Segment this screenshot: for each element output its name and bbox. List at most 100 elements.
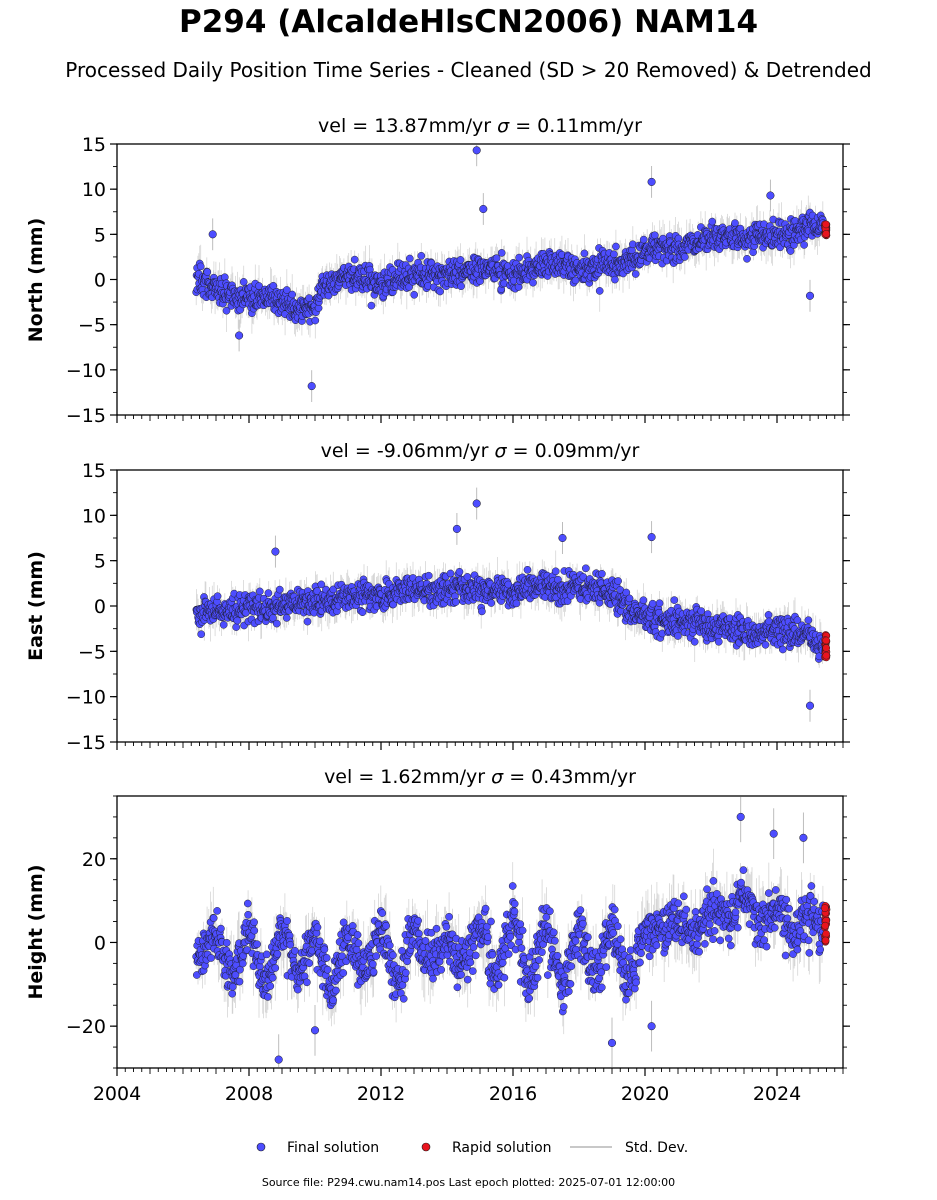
final-solution-point bbox=[472, 146, 481, 155]
final-solution-point bbox=[708, 217, 717, 226]
final-solution-point bbox=[655, 599, 664, 608]
final-solution-point bbox=[417, 251, 426, 260]
east-panel: 15 10 5 0 −5 −10 −15 vel = -9.06mm/yr σ = 0.09… bbox=[25, 440, 850, 754]
final-solution-point bbox=[235, 331, 244, 340]
final-solution-point bbox=[424, 571, 433, 580]
final-solution-point bbox=[674, 632, 682, 640]
figure-subtitle: Processed Daily Position Time Series - C… bbox=[0, 58, 937, 82]
final-solution-point bbox=[282, 614, 291, 622]
final-solution-point bbox=[405, 254, 414, 263]
north-data-layer bbox=[192, 145, 831, 402]
final-solution-point bbox=[282, 286, 291, 294]
y-tick-label: 15 bbox=[82, 134, 106, 156]
final-solution-point bbox=[612, 242, 620, 251]
y-tick-label: −5 bbox=[78, 641, 106, 663]
final-solution-point bbox=[446, 569, 455, 578]
final-solution-point bbox=[581, 564, 590, 573]
final-solution-point bbox=[697, 607, 706, 615]
final-solution-point bbox=[272, 619, 281, 628]
y-tick-label: 15 bbox=[82, 460, 106, 482]
final-solution-point bbox=[307, 382, 316, 391]
north-y-axis-label: North (mm) bbox=[25, 218, 47, 343]
final-solution-point bbox=[647, 177, 656, 186]
final-solution-point bbox=[598, 569, 606, 578]
final-solution-point bbox=[452, 524, 461, 533]
final-solution-point bbox=[639, 596, 648, 605]
east-y-axis-label: East (mm) bbox=[25, 551, 47, 661]
final-solution-point bbox=[487, 599, 496, 607]
final-solution-point bbox=[350, 255, 359, 264]
final-solution-point bbox=[647, 533, 656, 542]
final-solution-point bbox=[410, 290, 419, 299]
final-solution-point bbox=[455, 567, 464, 576]
final-solution-point bbox=[523, 565, 532, 574]
final-solution-point bbox=[515, 253, 523, 262]
rapid-solution-points bbox=[821, 220, 831, 240]
final-solution-point bbox=[595, 287, 604, 295]
final-solution-point bbox=[213, 592, 222, 601]
final-solution-point bbox=[614, 577, 622, 585]
rapid-solution-point bbox=[822, 651, 831, 660]
final-solution-point bbox=[512, 599, 521, 608]
final-solution-point bbox=[222, 306, 231, 315]
final-solution-point bbox=[610, 250, 618, 259]
final-solution-point bbox=[436, 287, 444, 296]
final-solution-point bbox=[275, 585, 284, 594]
final-solution-point bbox=[196, 262, 205, 271]
final-solution-point bbox=[479, 204, 488, 214]
final-solution-point bbox=[670, 596, 679, 604]
final-solution-point bbox=[766, 191, 775, 200]
y-tick-label: 0 bbox=[94, 596, 106, 618]
final-solution-point bbox=[764, 611, 773, 619]
y-tick-label: 10 bbox=[82, 179, 106, 201]
final-solution-point bbox=[303, 617, 312, 626]
east-data-layer bbox=[192, 487, 831, 722]
final-solution-point bbox=[478, 607, 486, 616]
final-solution-point bbox=[529, 278, 537, 287]
final-solution-point bbox=[451, 598, 460, 606]
y-tick-label: 5 bbox=[94, 224, 106, 246]
final-solution-point bbox=[233, 616, 242, 625]
final-solution-point bbox=[264, 589, 273, 597]
final-solution-point bbox=[580, 249, 589, 258]
final-solution-point bbox=[305, 294, 313, 302]
final-solution-point bbox=[648, 599, 657, 608]
east-panel-title: vel = -9.06mm/yr σ = 0.09mm/yr bbox=[321, 440, 640, 462]
final-solution-point bbox=[203, 268, 212, 276]
y-tick-label: 10 bbox=[82, 505, 106, 527]
final-solution-points bbox=[192, 146, 827, 391]
final-solution-point bbox=[497, 249, 506, 257]
final-solution-point bbox=[197, 630, 206, 639]
rapid-solution-point bbox=[822, 636, 831, 645]
final-solution-point bbox=[778, 645, 787, 654]
final-solution-point bbox=[805, 701, 815, 710]
final-solution-point bbox=[761, 640, 770, 649]
final-solution-point bbox=[631, 270, 640, 278]
final-solution-point bbox=[456, 256, 465, 264]
final-solution-point bbox=[551, 567, 560, 576]
final-solution-point bbox=[714, 637, 723, 646]
final-solution-point bbox=[731, 219, 739, 227]
final-solution-point bbox=[492, 254, 501, 263]
final-solution-point bbox=[269, 281, 278, 290]
final-solution-point bbox=[239, 278, 248, 286]
final-solution-point bbox=[232, 623, 241, 631]
final-solution-point bbox=[800, 241, 808, 249]
final-solution-point bbox=[405, 283, 413, 291]
y-tick-label: 0 bbox=[94, 270, 106, 292]
final-solution-point bbox=[457, 282, 465, 291]
y-tick-label: −15 bbox=[66, 732, 106, 754]
rapid-solution-point bbox=[822, 220, 830, 229]
final-solution-point bbox=[558, 533, 567, 543]
y-tick-label: −5 bbox=[78, 315, 106, 337]
rapid-solution-point bbox=[822, 229, 831, 238]
final-solution-point bbox=[367, 301, 376, 310]
height-data-layer bbox=[192, 797, 831, 1067]
final-solution-point bbox=[805, 291, 815, 300]
y-tick-label: 5 bbox=[94, 551, 106, 573]
final-solution-point bbox=[255, 587, 264, 596]
final-solution-point bbox=[219, 620, 228, 629]
